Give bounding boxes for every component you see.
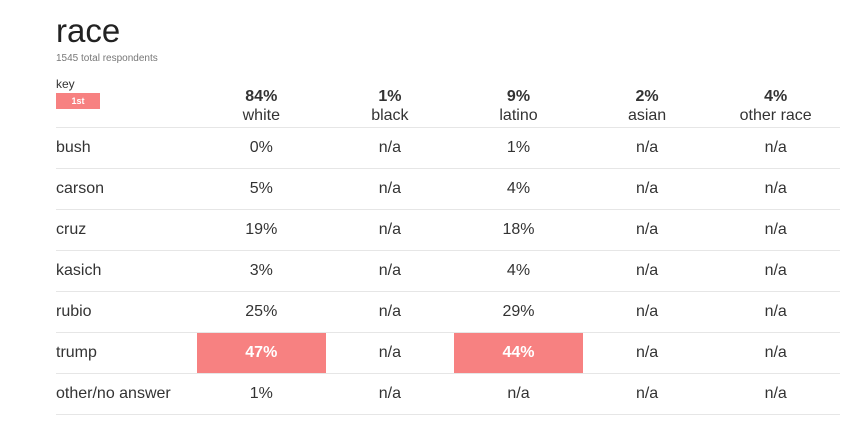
table-cell: n/a [325, 127, 455, 169]
table-cell: 19% [197, 209, 326, 251]
column-name: black [371, 107, 409, 124]
page-title: race [56, 12, 121, 49]
table-cell: n/a [711, 168, 840, 210]
table-cell: n/a [711, 127, 840, 169]
table-cell: n/a [711, 332, 840, 374]
candidate-name: kasich [56, 250, 197, 292]
table-cell: 3% [197, 250, 326, 292]
results-table: key 1st 84% white 1% black 9% latino 2% [56, 77, 840, 415]
key-label: key [56, 77, 75, 91]
table-cell: n/a [582, 209, 712, 251]
table-row: trump 47% n/a 44% n/a n/a [56, 332, 840, 374]
column-share: 4% [764, 88, 788, 105]
table-cell: n/a [582, 127, 712, 169]
candidate-name: rubio [56, 291, 197, 333]
table-cell: 47% [197, 332, 326, 374]
table-cell: n/a [325, 250, 455, 292]
column-share: 2% [635, 88, 659, 105]
column-header-other-race: 4% other race [711, 77, 840, 128]
table-cell: 4% [454, 250, 583, 292]
table-cell: n/a [325, 209, 455, 251]
table-cell: n/a [582, 168, 712, 210]
table-cell: n/a [711, 250, 840, 292]
respondents-count: 1545 total respondents [56, 53, 158, 64]
key-legend: key 1st [56, 77, 197, 128]
table-cell: n/a [582, 250, 712, 292]
table-row: bush 0% n/a 1% n/a n/a [56, 127, 840, 169]
table-cell: 1% [454, 127, 583, 169]
table-cell: n/a [711, 209, 840, 251]
table-row: rubio 25% n/a 29% n/a n/a [56, 291, 840, 333]
table-cell: 29% [454, 291, 583, 333]
table-cell: 1% [197, 373, 326, 415]
table-cell: n/a [325, 291, 455, 333]
table-cell: 0% [197, 127, 326, 169]
table-cell: n/a [325, 168, 455, 210]
table-cell: 4% [454, 168, 583, 210]
column-share: 84% [245, 88, 278, 105]
column-name: asian [627, 107, 667, 124]
column-name: other race [739, 107, 812, 124]
table-cell: 18% [454, 209, 583, 251]
table-row: other/no answer 1% n/a n/a n/a n/a [56, 373, 840, 415]
candidate-name: bush [56, 127, 197, 169]
candidate-name: other/no answer [56, 373, 197, 415]
first-place-badge: 1st [56, 93, 100, 109]
column-share: 1% [378, 88, 402, 105]
candidate-name: trump [56, 332, 197, 374]
table-cell: n/a [582, 291, 712, 333]
column-header-asian: 2% asian [582, 77, 712, 128]
column-header-white: 84% white [197, 77, 326, 128]
table-cell: n/a [325, 332, 455, 374]
candidate-name: carson [56, 168, 197, 210]
column-name: latino [499, 107, 538, 124]
candidate-name: cruz [56, 209, 197, 251]
table-cell: n/a [582, 332, 712, 374]
table-cell: n/a [711, 373, 840, 415]
table-row: cruz 19% n/a 18% n/a n/a [56, 209, 840, 251]
table-row: kasich 3% n/a 4% n/a n/a [56, 250, 840, 292]
table-cell: 5% [197, 168, 326, 210]
column-header-latino: 9% latino [454, 77, 583, 128]
results-panel: race 1545 total respondents key 1st 84% … [56, 12, 840, 415]
table-cell: n/a [454, 373, 583, 415]
table-cell: n/a [711, 291, 840, 333]
column-share: 9% [506, 88, 531, 105]
table-cell: 44% [454, 332, 583, 374]
table-cell: 25% [197, 291, 326, 333]
header-row: key 1st 84% white 1% black 9% latino 2% [56, 77, 840, 128]
table-row: carson 5% n/a 4% n/a n/a [56, 168, 840, 210]
column-header-black: 1% black [325, 77, 455, 128]
table-cell: n/a [325, 373, 455, 415]
table-cell: n/a [582, 373, 712, 415]
column-name: white [242, 107, 280, 124]
